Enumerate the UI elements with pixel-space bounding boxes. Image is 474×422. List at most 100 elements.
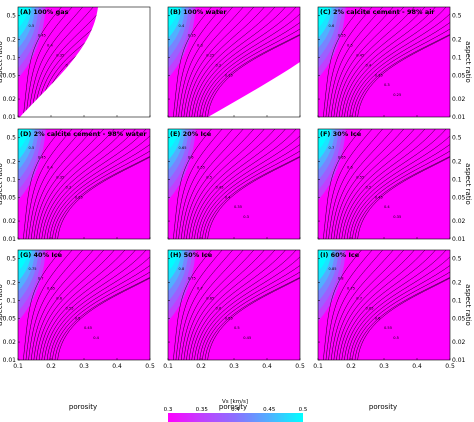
colorbar: Vs [km/s] 0.3 0.35 0.4 0.45 0.5 <box>164 399 308 422</box>
y-tick-label: 0.2 <box>6 279 16 286</box>
y-tick-label: 0.01 <box>452 114 466 121</box>
contour-label: 0.4 <box>225 195 231 199</box>
contour-label: 0.55 <box>384 326 392 330</box>
contour-line <box>352 28 450 117</box>
contour-line <box>341 129 436 239</box>
x-tick-label: 0.2 <box>346 363 356 370</box>
contour-line <box>191 7 286 117</box>
contour-label: 0.55 <box>225 316 233 320</box>
panel-3: 0.5 0.45 0.4 0.35 0.3 0.25 (D) 2% calcite ceme… <box>0 128 151 243</box>
contour-label: 0.4 <box>47 44 53 48</box>
contour-line <box>49 144 150 239</box>
contour-label: 0.3 <box>197 44 203 48</box>
contour-label: 0.55 <box>338 34 346 38</box>
contour-line <box>325 250 373 360</box>
contour-label: 0.85 <box>329 267 337 271</box>
contour-label: 0.45 <box>243 336 251 340</box>
contour-label: 0.25 <box>393 93 401 97</box>
y-axis-label: aspect ratio <box>464 163 472 205</box>
color-band <box>318 7 329 29</box>
contour-line <box>349 265 450 360</box>
contour-line <box>341 250 436 360</box>
contour-line <box>204 34 300 117</box>
contour-label: 0.7 <box>356 297 362 301</box>
panel-title: (I) 60% Ice <box>320 251 360 259</box>
contour-label: 0.3 <box>243 215 249 219</box>
contour-line <box>194 7 297 117</box>
contour-label: 0.2 <box>216 63 222 67</box>
contour-line <box>41 129 136 239</box>
contour-line <box>188 250 276 360</box>
contour-line <box>180 7 244 117</box>
contour-label: 0.75 <box>29 267 37 271</box>
contour-line <box>323 7 362 117</box>
color-band <box>18 129 29 151</box>
contour-line <box>202 28 300 117</box>
contour-line <box>338 7 426 117</box>
contour-line <box>207 34 300 117</box>
undefined-region <box>208 62 300 117</box>
y-tick-label: 0.1 <box>6 176 16 183</box>
contour-line <box>196 13 300 117</box>
contour-line <box>191 129 286 239</box>
contour-line <box>28 250 83 360</box>
contour-line <box>186 7 265 117</box>
color-band <box>18 7 29 29</box>
contour-label: 0.55 <box>197 166 205 170</box>
contour-line <box>30 129 94 239</box>
y-tick-label: 0.01 <box>452 357 466 364</box>
contour-line <box>352 271 450 360</box>
contour-line <box>333 129 404 239</box>
contour-label: 0.5 <box>75 316 81 320</box>
contour-line <box>199 144 300 239</box>
x-tick-label: 0.3 <box>79 363 89 370</box>
contour-line <box>349 144 450 239</box>
contour-label: 0.35 <box>188 34 196 38</box>
contour-label: 0.4 <box>47 166 53 170</box>
contour-line <box>357 277 450 360</box>
y-tick-label: 0.01 <box>3 236 17 243</box>
x-axis-label-i: porosity <box>369 403 397 411</box>
contour-label: 0.35 <box>56 176 64 180</box>
y-tick-label: 0.02 <box>3 339 17 346</box>
x-axis-label-g: porosity <box>69 403 97 411</box>
contour-line <box>333 250 404 360</box>
contour-label: 0.4 <box>93 336 99 340</box>
contour-line <box>36 129 115 239</box>
contour-line <box>23 250 62 360</box>
color-band <box>18 250 29 272</box>
contour-label: 0.65 <box>366 306 374 310</box>
panel-1: 0.4 0.35 0.3 0.25 0.2 0.15 (B) 100% water <box>167 6 301 118</box>
contour-line <box>52 150 150 239</box>
contour-label: 0.5 <box>206 176 212 180</box>
x-tick-label: 0.3 <box>229 363 239 370</box>
contour-label: 0.5 <box>29 24 35 28</box>
contour-line <box>346 256 450 360</box>
contour-line <box>183 7 254 117</box>
panel-7: 0.8 0.75 0.7 0.65 0.6 0.55 0.5 0.45 (H) 50% Ice 0… <box>163 249 305 370</box>
y-tick-label: 0.05 <box>452 194 466 201</box>
contour-line <box>23 7 62 117</box>
colorbar-tick-label: 0.45 <box>263 407 276 413</box>
color-band <box>318 129 329 151</box>
contour-label: 0.65 <box>206 297 214 301</box>
y-axis-label: aspect ratio <box>0 284 4 326</box>
y-tick-label: 0.1 <box>6 54 16 61</box>
panel-2: 0.6 0.55 0.5 0.45 0.4 0.35 0.3 0.25 (C) 2% calci… <box>317 6 472 121</box>
contour-label: 0.5 <box>347 44 353 48</box>
contour-line <box>33 129 104 239</box>
contour-label: 0.25 <box>75 195 83 199</box>
contour-line <box>357 156 450 239</box>
contour-label: 0.65 <box>47 287 55 291</box>
contour-line <box>175 250 223 360</box>
x-tick-label: 0.5 <box>145 363 155 370</box>
contour-line <box>25 7 73 117</box>
contour-label: 0.7 <box>38 277 44 281</box>
contour-line <box>186 250 265 360</box>
contour-label: 0.35 <box>56 54 64 58</box>
y-tick-label: 0.05 <box>452 72 466 79</box>
contour-label: 0.35 <box>234 205 242 209</box>
y-tick-label: 0.02 <box>3 96 17 103</box>
contour-line <box>204 277 300 360</box>
